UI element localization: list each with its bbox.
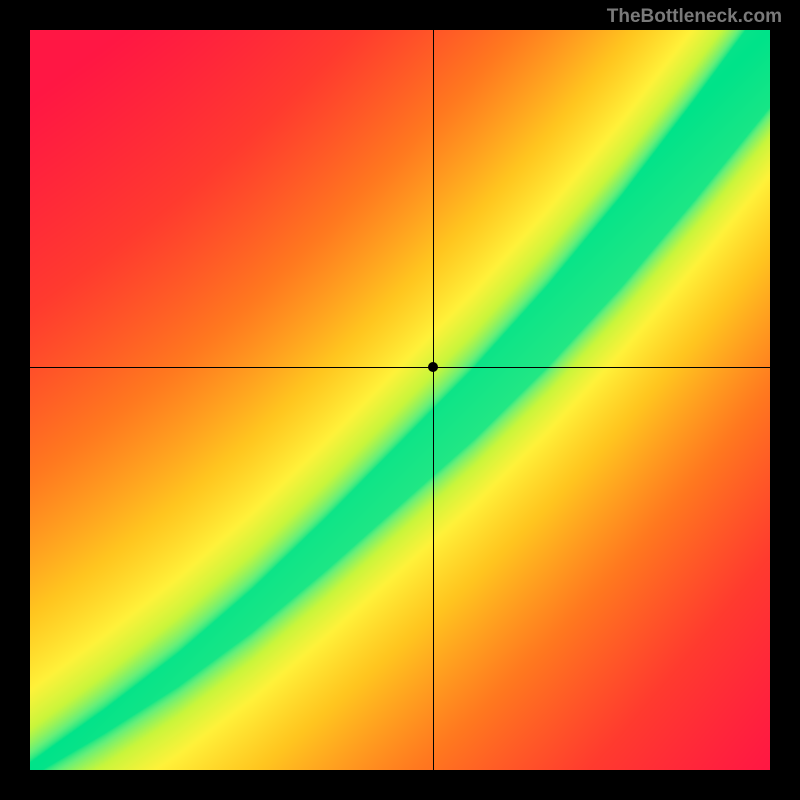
crosshair-horizontal — [30, 367, 770, 368]
plot-area — [30, 30, 770, 770]
crosshair-vertical — [433, 30, 434, 770]
bottleneck-heatmap — [30, 30, 770, 770]
watermark-text: TheBottleneck.com — [607, 6, 782, 28]
crosshair-marker-dot — [428, 362, 438, 372]
